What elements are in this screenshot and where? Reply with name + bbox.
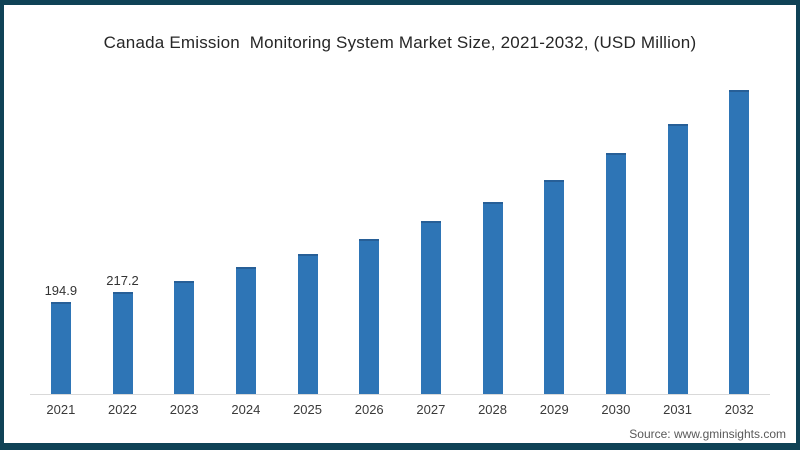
source-attribution: Source: www.gminsights.com <box>629 427 786 441</box>
bar-2030 <box>605 153 626 394</box>
bar-2031 <box>667 123 688 394</box>
x-tick-2030: 2030 <box>601 402 631 417</box>
chart-title: Canada Emission Monitoring System Market… <box>103 33 697 52</box>
x-tick-2022: 2022 <box>108 402 137 417</box>
bar-2024 <box>235 267 256 394</box>
x-tick-2032: 2032 <box>724 402 754 417</box>
x-tick-2025: 2025 <box>293 402 322 417</box>
bar-value-label: 194.9 <box>44 283 78 299</box>
bar-column-2027 <box>400 221 462 394</box>
x-tick-2028: 2028 <box>478 402 507 417</box>
bar-column-2024 <box>215 267 277 394</box>
bar-column-2028 <box>462 201 524 394</box>
bar-2032 <box>729 90 750 394</box>
bar-column-2026 <box>338 238 400 394</box>
bar-2027 <box>420 221 441 394</box>
bar-2025 <box>297 254 318 394</box>
bar-chart: 194.9 217.2 2021 2022 2023 2024 2025 2026 2027 2… <box>30 55 770 417</box>
bar-column-2030 <box>585 153 647 394</box>
bar-column-2031 <box>647 123 709 394</box>
bar-2022 <box>112 291 133 394</box>
bar-column-2023 <box>153 280 215 394</box>
x-tick-2027: 2027 <box>416 402 446 417</box>
x-tick-2021: 2021 <box>46 402 76 417</box>
plot-area: 194.9 217.2 <box>30 55 770 395</box>
bar-column-2021: 194.9 <box>30 283 92 394</box>
bar-column-2032 <box>708 90 770 394</box>
x-tick-2029: 2029 <box>539 402 569 417</box>
bar-column-2029 <box>523 179 585 394</box>
bar-2023 <box>174 280 195 394</box>
bar-value-label: 217.2 <box>106 272 139 288</box>
x-axis: 2021 2022 2023 2024 2025 2026 2027 2028 2029 2030… <box>30 395 770 417</box>
bar-column-2022: 217.2 <box>92 273 154 394</box>
x-tick-2024: 2024 <box>231 402 261 417</box>
x-tick-2026: 2026 <box>354 402 384 417</box>
bar-2028 <box>482 201 503 394</box>
x-tick-2031: 2031 <box>663 402 693 417</box>
bar-column-2025 <box>277 254 339 394</box>
bar-2026 <box>359 238 380 394</box>
bar-2021 <box>50 302 71 394</box>
bar-2029 <box>544 179 565 394</box>
x-tick-2023: 2023 <box>169 402 199 417</box>
